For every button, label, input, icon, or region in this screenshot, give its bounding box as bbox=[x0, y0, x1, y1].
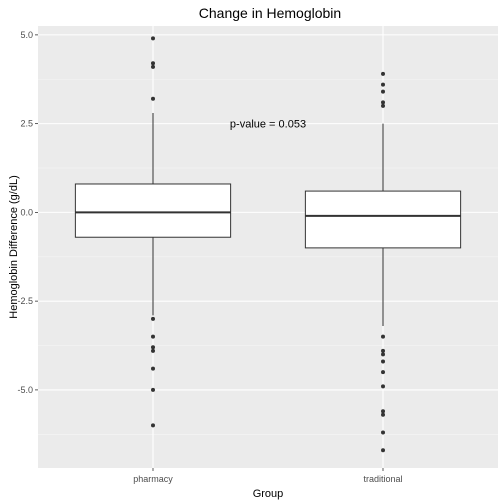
annotations-layer: p-value = 0.053 bbox=[230, 119, 306, 131]
chart-title: Change in Hemoglobin bbox=[199, 5, 341, 21]
iqr-box bbox=[304, 190, 462, 249]
outlier-point bbox=[151, 423, 155, 428]
outlier-point bbox=[381, 359, 385, 364]
outlier-point bbox=[151, 64, 155, 69]
y-tick-label: -5.0 bbox=[17, 385, 33, 395]
boxes-layer bbox=[74, 36, 462, 453]
outlier-point bbox=[151, 387, 155, 392]
outlier-point bbox=[381, 384, 385, 389]
outlier-point bbox=[381, 448, 385, 453]
y-tick-label: 2.5 bbox=[20, 119, 33, 129]
outlier-point bbox=[381, 334, 385, 339]
x-axis: pharmacy traditional bbox=[133, 468, 403, 484]
outlier-point bbox=[381, 352, 385, 357]
outlier-point bbox=[151, 345, 155, 350]
y-tick-label: 0.0 bbox=[20, 207, 33, 217]
outlier-point bbox=[381, 71, 385, 76]
outlier-point bbox=[381, 100, 385, 105]
outlier-point bbox=[381, 89, 385, 94]
outlier-point bbox=[381, 409, 385, 414]
outlier-point bbox=[381, 348, 385, 353]
outlier-point bbox=[381, 82, 385, 87]
x-tick-label: pharmacy bbox=[133, 474, 173, 484]
outlier-point bbox=[381, 370, 385, 375]
y-axis: 5.0 2.5 0.0 -2.5 -5.0 bbox=[17, 30, 38, 395]
outlier-point bbox=[381, 103, 385, 108]
y-tick-label: -2.5 bbox=[17, 296, 33, 306]
p-value-annotation: p-value = 0.053 bbox=[230, 119, 306, 131]
outlier-point bbox=[151, 334, 155, 339]
outlier-point bbox=[381, 430, 385, 435]
outlier-point bbox=[151, 61, 155, 66]
outlier-point bbox=[151, 366, 155, 371]
outlier-point bbox=[151, 96, 155, 101]
iqr-box bbox=[74, 183, 232, 238]
x-tick-label: traditional bbox=[363, 474, 402, 484]
outlier-point bbox=[151, 36, 155, 41]
box-traditional bbox=[304, 71, 462, 453]
y-axis-title: Hemoglobin Difference (g/dL) bbox=[8, 175, 20, 318]
outlier-point bbox=[151, 348, 155, 353]
box-pharmacy bbox=[74, 36, 232, 428]
outlier-point bbox=[381, 412, 385, 417]
outlier-point bbox=[151, 316, 155, 321]
y-tick-label: 5.0 bbox=[20, 30, 33, 40]
x-axis-title: Group bbox=[253, 488, 284, 500]
